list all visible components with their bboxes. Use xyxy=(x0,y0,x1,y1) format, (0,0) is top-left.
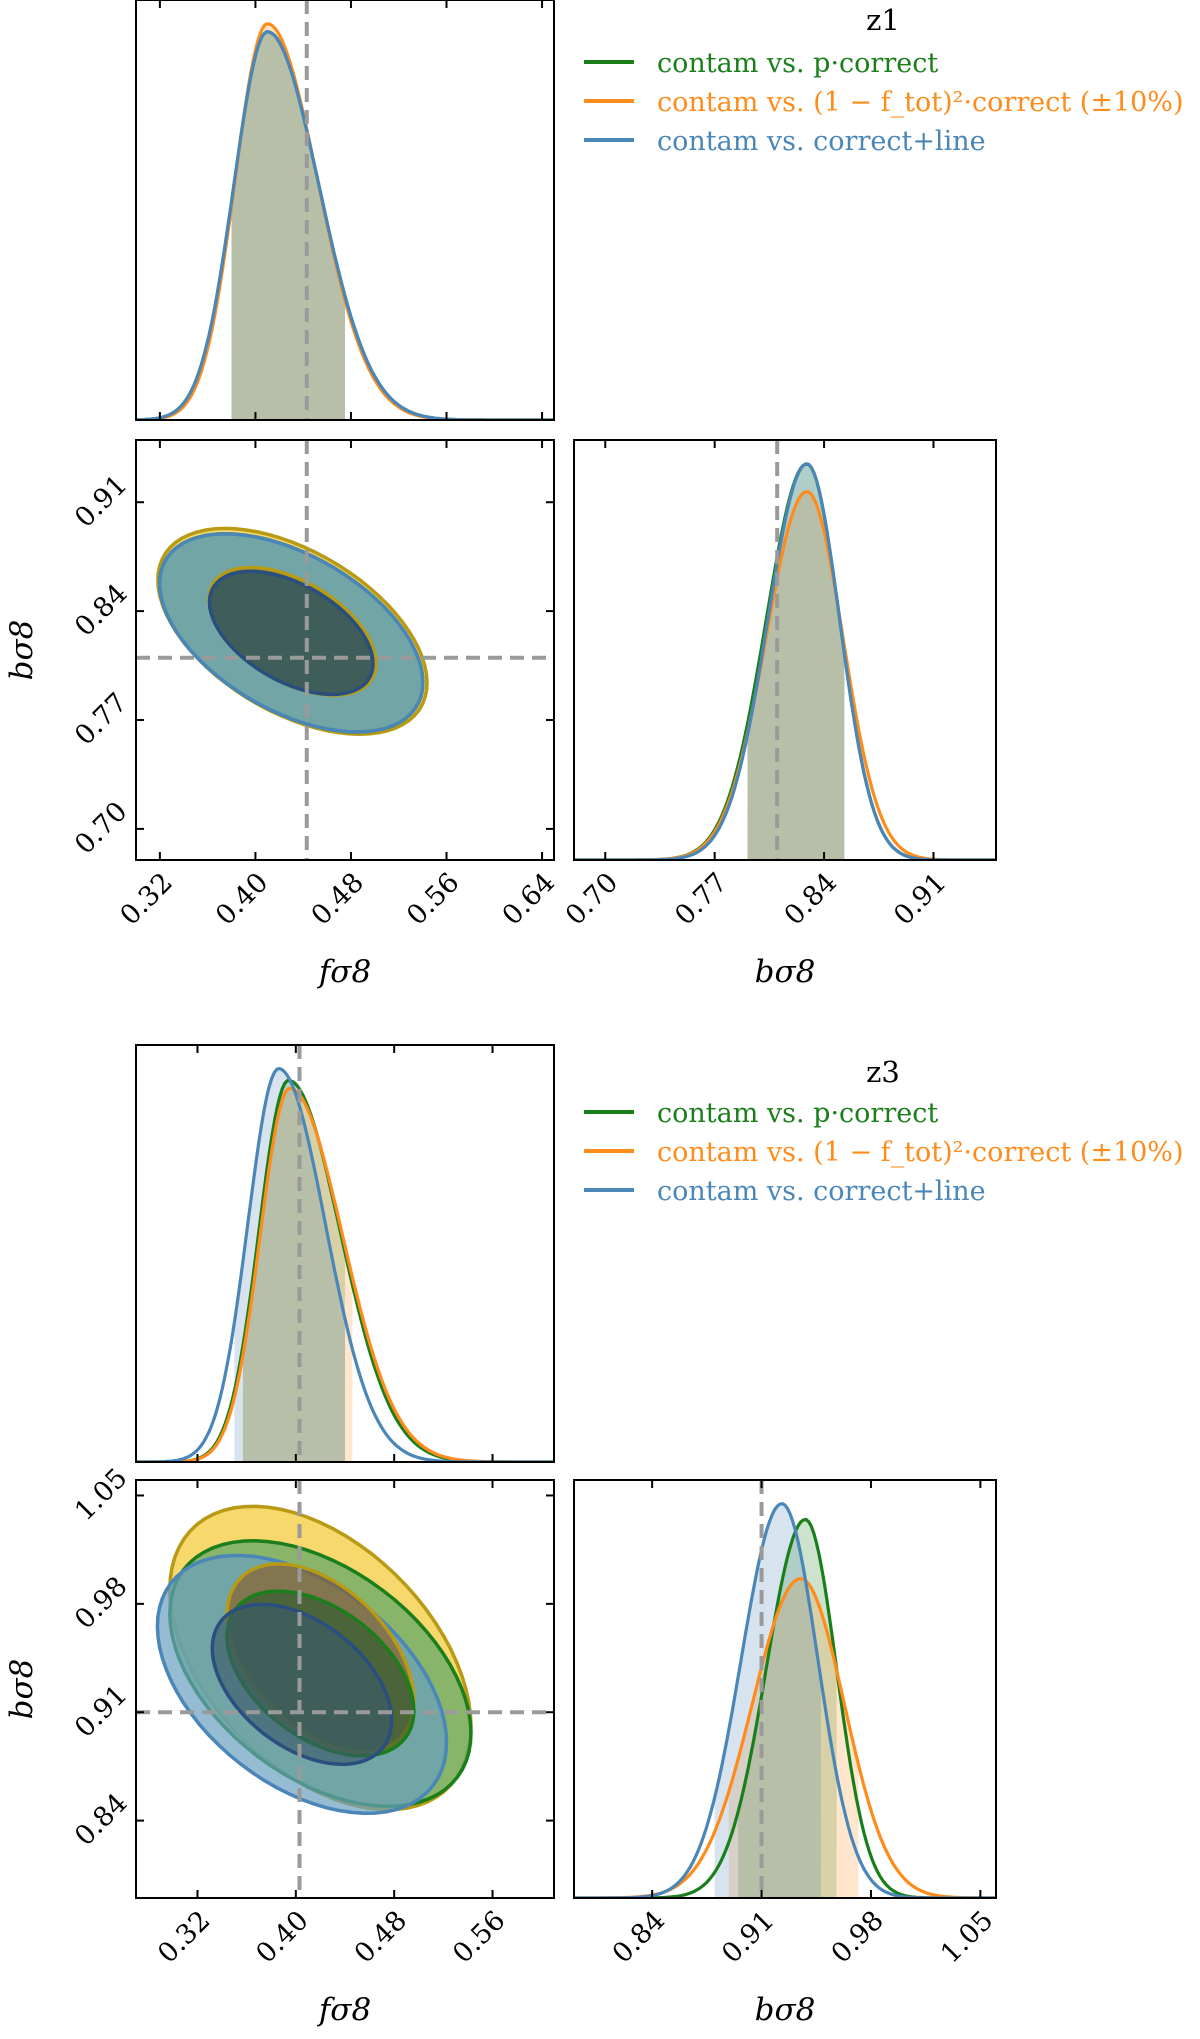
bs8-axis-label: bσ8 xyxy=(4,620,40,681)
bs8-ci-band-0 xyxy=(747,463,845,860)
contour-axes xyxy=(135,1479,555,1899)
legend-label: contam vs. (1 − f_tot)²·correct (±10%) xyxy=(657,1137,1184,1168)
bs8-tick-label: 0.91 xyxy=(716,1905,780,1969)
contour-68-2 xyxy=(210,1602,394,1767)
legend-label: contam vs. correct+line xyxy=(657,1176,986,1207)
fs8-marginal-axes xyxy=(135,1044,555,1463)
fs8-tick-label: 0.56 xyxy=(401,867,465,931)
bs8-marginal-axes xyxy=(573,1479,997,1899)
bs8-tick-label: 0.84 xyxy=(69,1788,133,1852)
bs8-marginal-plot xyxy=(574,1480,996,1898)
bs8-tick-label: 0.84 xyxy=(69,578,133,642)
bs8-axis-label: bσ8 xyxy=(4,1659,40,1720)
panel-title: z3 xyxy=(866,1055,900,1089)
bs8-tick-label: 0.98 xyxy=(825,1905,889,1969)
fs8-tick-label: 0.48 xyxy=(305,867,369,931)
bs8-tick-label: 0.77 xyxy=(69,687,133,751)
fs8-tick-label: 0.32 xyxy=(114,867,178,931)
bs8-tick-label: 0.84 xyxy=(779,867,843,931)
fs8-marginal-plot xyxy=(136,0,554,420)
contour-plot xyxy=(136,1480,554,1898)
corner-panel-z1: 0.32 0.40 0.48 0.56 0.640.700.770.840.91fσ8b… xyxy=(4,0,1184,990)
bs8-tick-label: 0.77 xyxy=(669,867,733,931)
bs8-tick-label: 0.91 xyxy=(69,469,133,533)
bs8-axis-label: bσ8 xyxy=(755,1992,816,2028)
bs8-ci-band-2 xyxy=(747,463,845,860)
panel-title: z1 xyxy=(866,3,900,37)
fs8-tick-label: 0.56 xyxy=(447,1905,511,1969)
bs8-tick-label: 0.70 xyxy=(69,796,133,860)
fs8-tick-label: 0.40 xyxy=(210,867,274,931)
fs8-marginal-line-2 xyxy=(136,1067,554,1462)
fs8-ci-band-1 xyxy=(231,23,345,420)
legend-label: contam vs. p·correct xyxy=(657,1098,938,1129)
legend-label: contam vs. p·correct xyxy=(657,48,938,79)
bs8-marginal-axes xyxy=(573,439,997,861)
legend-label: contam vs. correct+line xyxy=(657,126,986,157)
fs8-ci-band-2 xyxy=(234,1068,345,1462)
contour-plot xyxy=(136,440,554,860)
bs8-tick-label: 0.70 xyxy=(560,867,624,931)
bs8-marginal-plot xyxy=(574,440,996,860)
contour-axes xyxy=(135,439,555,861)
legend-label: contam vs. (1 − f_tot)²·correct (±10%) xyxy=(657,87,1184,118)
fs8-tick-label: 0.32 xyxy=(152,1905,216,1969)
bs8-tick-label: 0.84 xyxy=(607,1905,671,1969)
fs8-marginal-plot xyxy=(136,1045,554,1462)
bs8-tick-label: 0.98 xyxy=(69,1571,133,1635)
bs8-tick-label: 0.91 xyxy=(888,867,952,931)
bs8-tick-label: 1.05 xyxy=(69,1463,133,1527)
fs8-axis-label: fσ8 xyxy=(317,954,371,990)
fs8-tick-label: 0.40 xyxy=(250,1905,314,1969)
bs8-tick-label: 0.91 xyxy=(69,1679,133,1743)
bs8-tick-label: 1.05 xyxy=(935,1905,999,1969)
fs8-tick-label: 0.64 xyxy=(497,867,561,931)
fs8-ci-band-2 xyxy=(231,31,345,420)
bs8-ci-band-1 xyxy=(747,491,845,860)
bs8-axis-label: bσ8 xyxy=(755,954,816,990)
contour-68-2 xyxy=(207,569,375,697)
corner-panel-z3: 0.32 0.40 0.48 0.560.840.910.981.05fσ8bσ80.… xyxy=(4,1044,1184,2028)
fs8-tick-label: 0.48 xyxy=(349,1905,413,1969)
fs8-marginal-axes xyxy=(135,0,555,421)
fs8-ci-band-0 xyxy=(231,31,345,420)
fs8-axis-label: fσ8 xyxy=(317,1992,371,2028)
